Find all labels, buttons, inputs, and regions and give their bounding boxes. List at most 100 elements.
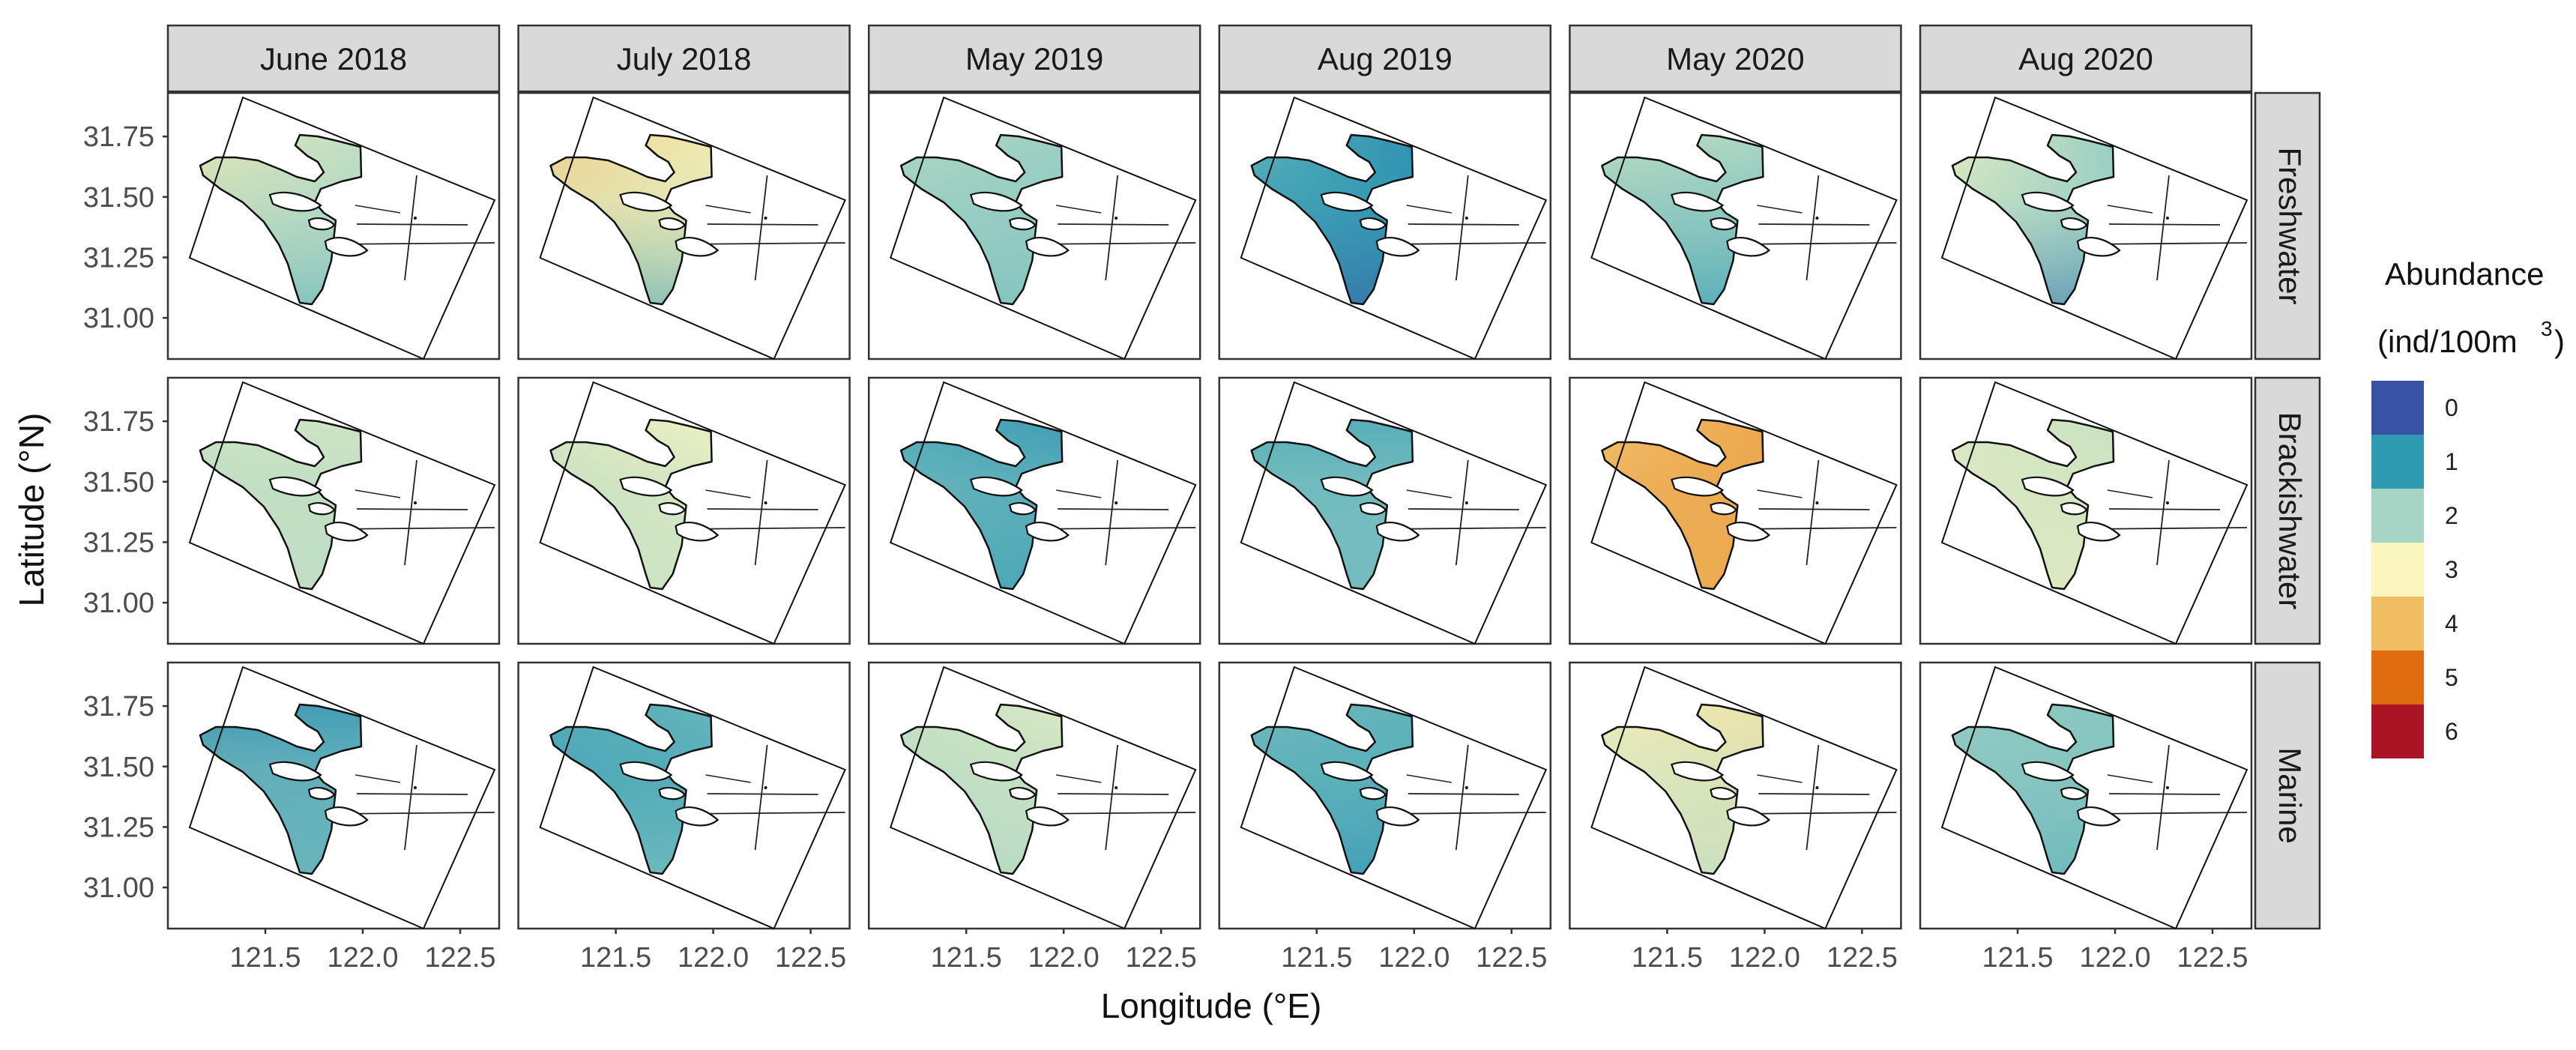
coastline xyxy=(1250,133,1414,306)
legend-units-power: 3 xyxy=(2541,317,2553,340)
channel-line xyxy=(2107,489,2153,498)
x-tick-label: 122.5 xyxy=(424,942,495,974)
island xyxy=(307,502,336,516)
y-tick-label: 31.00 xyxy=(83,588,154,619)
y-tick-label: 31.25 xyxy=(83,527,154,558)
x-tick-label: 121.5 xyxy=(1632,942,1703,974)
station-point xyxy=(2166,786,2169,789)
channel-line xyxy=(705,774,751,783)
island xyxy=(1375,237,1420,257)
coastline xyxy=(549,418,713,591)
station-point xyxy=(764,786,767,789)
channel-line xyxy=(1406,205,1452,214)
island xyxy=(2021,476,2075,497)
island xyxy=(2060,787,2088,800)
x-tick-label: 122.0 xyxy=(1378,942,1450,974)
coastline xyxy=(1250,418,1414,591)
map-panel-june-2018-marine xyxy=(163,661,501,934)
x-tick-label: 121.5 xyxy=(1281,942,1352,974)
island xyxy=(2076,806,2121,827)
island xyxy=(969,761,1023,782)
island xyxy=(658,217,687,231)
legend-key-1: 1 xyxy=(2371,435,2458,489)
study-area-outline xyxy=(539,381,846,645)
map-panel-july-2018-freshwater xyxy=(517,91,851,360)
channel-line xyxy=(1406,489,1452,498)
study-area-outline xyxy=(889,96,1197,360)
region-boundary xyxy=(356,223,468,226)
station-point xyxy=(1465,217,1468,220)
region-boundary xyxy=(754,459,768,566)
coastline xyxy=(1601,133,1764,306)
island xyxy=(2021,761,2075,782)
channel-line xyxy=(1757,205,1803,214)
coastline xyxy=(199,418,363,591)
axes: 121.5 122.0 122.5 121.5 122.0 122.5 121.5 122.0… xyxy=(12,121,2248,1025)
x-tick-label: 121.5 xyxy=(931,942,1002,974)
island xyxy=(675,522,720,542)
coastline xyxy=(1250,703,1414,875)
x-tick-label: 121.5 xyxy=(229,942,301,974)
x-tick-label: 122.5 xyxy=(775,942,846,974)
channel-line xyxy=(1406,774,1452,783)
study-area-outline xyxy=(1240,96,1548,360)
x-tick-label: 121.5 xyxy=(580,942,651,974)
island xyxy=(324,237,369,257)
legend-label: 6 xyxy=(2445,718,2458,745)
island xyxy=(307,217,336,231)
coastline xyxy=(1951,703,2115,875)
island xyxy=(1375,522,1420,542)
region-boundary xyxy=(1455,175,1469,281)
island xyxy=(2076,522,2121,542)
legend-units-prefix: (ind/100m xyxy=(2377,324,2518,359)
island xyxy=(1359,502,1387,516)
strip-column-1: July 2018 xyxy=(517,24,851,93)
region-boundary xyxy=(1408,508,1519,510)
coastline xyxy=(899,133,1064,306)
island xyxy=(324,522,369,542)
legend-label: 1 xyxy=(2445,448,2458,475)
y-tick-label: 31.75 xyxy=(83,121,154,153)
region-boundary xyxy=(707,223,818,226)
island xyxy=(1726,806,1771,827)
column-label: Aug 2019 xyxy=(1318,41,1453,76)
station-point xyxy=(2166,501,2169,504)
station-point xyxy=(1815,786,1819,789)
island xyxy=(1008,502,1037,516)
island xyxy=(2060,217,2088,231)
map-panel-aug-2019-marine xyxy=(1218,661,1552,934)
map-panel-june-2018-freshwater xyxy=(163,91,501,360)
island xyxy=(2060,502,2088,516)
region-boundary xyxy=(1806,175,1820,281)
island xyxy=(1025,522,1070,542)
map-panel-june-2018-brackishwater xyxy=(163,376,501,645)
study-area-outline xyxy=(1590,381,1898,645)
x-tick-label: 122.5 xyxy=(1126,942,1197,974)
region-boundary xyxy=(1058,508,1169,510)
region-boundary xyxy=(404,175,417,281)
region-boundary xyxy=(2108,223,2221,226)
station-point xyxy=(2166,217,2169,220)
column-label: May 2019 xyxy=(965,41,1103,76)
island xyxy=(1359,787,1387,800)
x-tick-label: 122.5 xyxy=(1827,942,1898,974)
station-point xyxy=(1815,501,1819,504)
legend-label: 3 xyxy=(2445,556,2458,583)
study-area-outline xyxy=(188,381,496,645)
island xyxy=(268,476,322,497)
map-panel-july-2018-marine xyxy=(517,661,851,934)
legend-key-3: 3 xyxy=(2371,543,2458,597)
legend-key-2: 2 xyxy=(2371,489,2458,543)
station-point xyxy=(1114,786,1118,789)
island xyxy=(1710,217,1737,231)
island xyxy=(619,191,673,212)
channel-line xyxy=(355,205,401,214)
x-tick-label: 122.0 xyxy=(678,942,749,974)
map-panel-may-2020-brackishwater xyxy=(1569,376,1902,645)
channel-line xyxy=(1056,205,1102,214)
y-tick-label: 31.75 xyxy=(83,691,154,722)
station-point xyxy=(1114,501,1118,504)
island xyxy=(1375,806,1420,827)
island xyxy=(268,191,322,212)
